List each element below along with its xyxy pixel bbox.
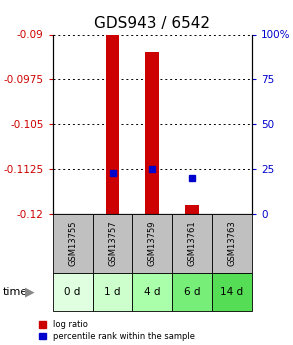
- Text: 6 d: 6 d: [184, 287, 200, 296]
- Bar: [132, 214, 172, 273]
- Text: 0 d: 0 d: [64, 287, 81, 296]
- Bar: [172, 214, 212, 273]
- Text: 1 d: 1 d: [104, 287, 121, 296]
- Text: GSM13761: GSM13761: [188, 220, 197, 266]
- Bar: [212, 273, 252, 310]
- Legend: log ratio, percentile rank within the sample: log ratio, percentile rank within the sa…: [39, 321, 195, 341]
- Text: 4 d: 4 d: [144, 287, 161, 296]
- Bar: [145, 52, 159, 214]
- Title: GDS943 / 6542: GDS943 / 6542: [94, 16, 210, 31]
- Bar: [172, 273, 212, 310]
- Bar: [93, 214, 132, 273]
- Bar: [185, 205, 199, 214]
- Bar: [132, 273, 172, 310]
- Text: GSM13757: GSM13757: [108, 220, 117, 266]
- Bar: [105, 34, 120, 214]
- Text: ▶: ▶: [25, 285, 34, 298]
- Text: GSM13763: GSM13763: [228, 220, 236, 266]
- Bar: [53, 214, 93, 273]
- Text: 14 d: 14 d: [221, 287, 243, 296]
- Text: time: time: [3, 287, 28, 296]
- Bar: [212, 214, 252, 273]
- Bar: [93, 273, 132, 310]
- Text: GSM13759: GSM13759: [148, 220, 157, 266]
- Text: GSM13755: GSM13755: [68, 220, 77, 266]
- Bar: [53, 273, 93, 310]
